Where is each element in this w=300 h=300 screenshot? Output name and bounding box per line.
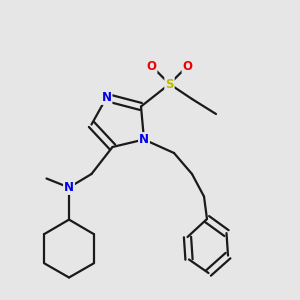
Text: O: O bbox=[146, 59, 157, 73]
Text: N: N bbox=[64, 181, 74, 194]
Text: S: S bbox=[165, 77, 174, 91]
Text: N: N bbox=[101, 91, 112, 104]
Text: N: N bbox=[139, 133, 149, 146]
Text: O: O bbox=[182, 59, 193, 73]
